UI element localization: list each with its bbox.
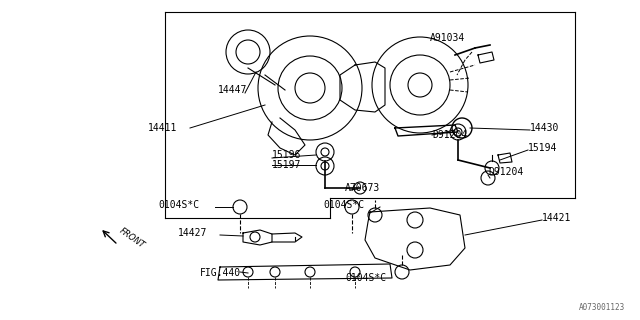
Text: 14430: 14430 <box>530 123 559 133</box>
Text: FRONT: FRONT <box>118 226 147 250</box>
Text: 0104S*C: 0104S*C <box>323 200 364 210</box>
Text: A91034: A91034 <box>430 33 465 43</box>
Text: D91204: D91204 <box>488 167 524 177</box>
Text: 14427: 14427 <box>178 228 207 238</box>
Text: A70673: A70673 <box>345 183 380 193</box>
Text: A073001123: A073001123 <box>579 303 625 312</box>
Text: 14421: 14421 <box>542 213 572 223</box>
Text: 15196: 15196 <box>272 150 301 160</box>
Text: FIG.440: FIG.440 <box>200 268 241 278</box>
Text: 0104S*C: 0104S*C <box>345 273 386 283</box>
Text: D91204: D91204 <box>432 130 467 140</box>
Text: 0104S*C: 0104S*C <box>158 200 199 210</box>
Text: 15197: 15197 <box>272 160 301 170</box>
Text: 14411: 14411 <box>148 123 177 133</box>
Text: 15194: 15194 <box>528 143 557 153</box>
Text: 14447: 14447 <box>218 85 248 95</box>
